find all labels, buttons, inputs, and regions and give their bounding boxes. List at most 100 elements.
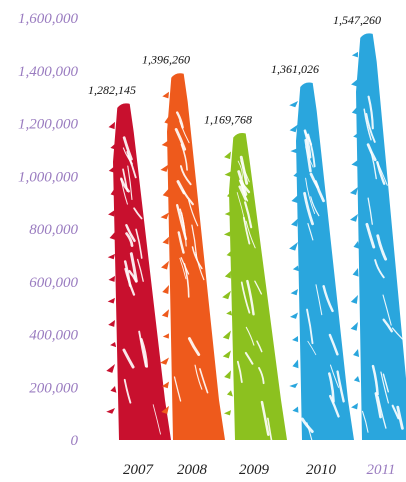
bar-texture-streak — [140, 337, 149, 368]
bar-bristle — [161, 260, 169, 270]
bar-bristle — [224, 151, 231, 160]
y-tick-label: 1,400,000 — [18, 64, 79, 80]
data-label: 1,282,145 — [88, 83, 136, 97]
bar-texture-streak — [187, 337, 201, 356]
bar-bristle — [291, 195, 298, 204]
bar-bristle — [353, 240, 360, 249]
bar-texture-streak — [305, 146, 314, 168]
bar-bristle — [224, 270, 231, 279]
bar-texture-streak — [128, 269, 138, 283]
bar-texture-streak — [177, 231, 185, 254]
bar-texture-streak — [328, 333, 339, 356]
bar-texture-streak — [180, 257, 190, 275]
bar-bristle — [353, 132, 360, 139]
bar-bristle — [160, 357, 169, 365]
bar-texture-streak — [307, 222, 314, 241]
bar-texture-streak — [194, 364, 203, 390]
bar-texture-streak — [307, 340, 317, 356]
y-tick-label: 1,200,000 — [18, 117, 79, 133]
bar-bristle — [161, 309, 169, 318]
bar-texture-streak — [254, 280, 263, 295]
bar-texture-streak — [371, 364, 379, 396]
bar-bristle — [350, 321, 358, 331]
x-tick-label: 2008 — [177, 462, 208, 478]
bar-texture-streak — [122, 136, 133, 161]
bar-texture-streak — [303, 191, 314, 226]
bar-texture-streak — [314, 180, 325, 203]
bar-bristle — [162, 333, 169, 339]
bar-bristle — [289, 383, 298, 389]
bar-texture-streak — [125, 223, 136, 243]
bar-bristle — [108, 209, 115, 217]
bar-bristle — [290, 289, 298, 296]
bar-texture-streak — [322, 285, 334, 313]
x-tick-label: 2007 — [123, 462, 155, 478]
bar-texture-streak — [239, 155, 249, 185]
bar-bristle — [291, 218, 298, 227]
bar-texture-streak — [179, 208, 186, 235]
bar-bristle — [290, 312, 298, 319]
x-tick-label: 2009 — [239, 462, 270, 478]
bar-bristle — [351, 51, 358, 58]
bar-texture-streak — [179, 120, 190, 144]
bar-bristle — [162, 188, 169, 198]
data-label: 1,396,260 — [142, 53, 190, 67]
bar-texture-streak — [191, 246, 203, 270]
bar-bristle — [164, 115, 171, 125]
bar-texture-streak — [123, 378, 132, 404]
bar-bristle — [107, 297, 115, 304]
bar-bristle — [350, 294, 358, 304]
bar-texture-streak — [363, 108, 372, 141]
bar-texture-streak — [315, 284, 323, 316]
bar-bristle — [289, 242, 298, 251]
bar-bristle — [162, 285, 169, 294]
bar-texture-streak — [367, 95, 374, 130]
bar-bristle — [226, 310, 233, 316]
bar-texture-streak — [133, 207, 143, 220]
bar-bristle — [289, 101, 298, 108]
bar-texture-streak — [127, 165, 133, 200]
bar-body — [296, 82, 354, 441]
bar-texture-streak — [329, 364, 340, 388]
bar-bristle — [351, 78, 358, 87]
bar-bristle — [226, 250, 233, 258]
bar-bristle — [292, 336, 299, 343]
bar-texture-streak — [310, 196, 320, 217]
bar-texture-streak — [366, 143, 377, 162]
x-tick-label: 2010 — [306, 462, 337, 478]
bar-texture-streak — [152, 404, 161, 435]
bar-texture-streak — [237, 160, 243, 180]
x-tick-label: 2011 — [367, 462, 396, 478]
bar-bristle — [161, 381, 169, 389]
bar-texture-streak — [376, 234, 388, 261]
bar-texture-streak — [382, 318, 393, 333]
bar-texture-streak — [303, 129, 312, 159]
data-label: 1,547,260 — [333, 13, 381, 27]
bar-bristle — [161, 405, 169, 414]
bar-texture-streak — [124, 267, 136, 296]
data-label: 1,169,768 — [204, 112, 252, 126]
bar-texture-streak — [174, 128, 187, 151]
bar-texture-streak — [396, 405, 404, 430]
bar-bristle — [109, 231, 116, 241]
bar-bristle — [224, 211, 231, 217]
bar-bristle — [106, 407, 115, 414]
bar-bristle — [292, 265, 299, 272]
bar-bristle — [107, 253, 115, 260]
bar-texture-streak — [374, 392, 382, 419]
bar-texture-streak — [300, 417, 314, 433]
bar-texture-streak — [382, 373, 390, 393]
bar-bristle — [353, 375, 360, 383]
bar-texture-streak — [256, 340, 263, 353]
bar-texture-streak — [365, 113, 376, 143]
bar-texture-streak — [260, 400, 270, 436]
bar-bristle — [353, 348, 360, 357]
y-tick-label: 1,000,000 — [18, 169, 79, 185]
bar-texture-streak — [306, 308, 314, 345]
y-tick-label: 0 — [71, 433, 79, 449]
bar-body — [113, 103, 171, 440]
bar-texture-streak — [136, 258, 144, 282]
data-labels: 1,282,145 1,396,260 1,169,768 1,361,026 1,54… — [88, 13, 381, 127]
bar-bristle — [162, 236, 169, 245]
bar-texture-streak — [377, 395, 387, 429]
